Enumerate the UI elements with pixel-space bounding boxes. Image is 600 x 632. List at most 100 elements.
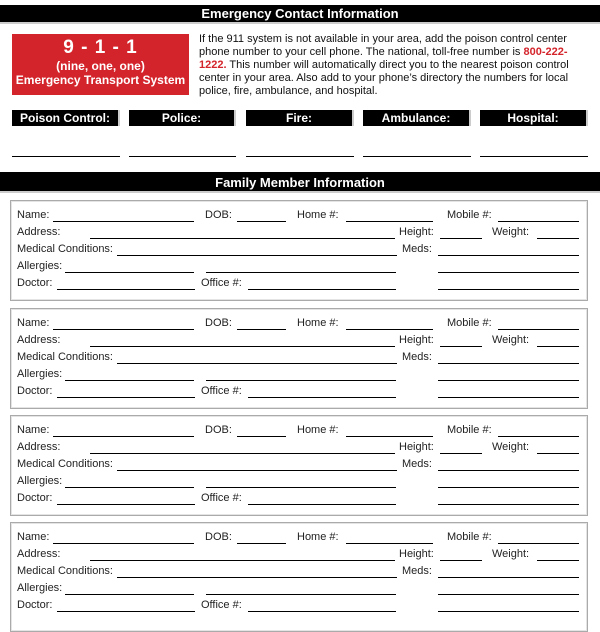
height-field[interactable]	[440, 238, 482, 239]
family-member-card: Name: DOB: Home #: Mobile #: Address: Height:…	[10, 415, 588, 516]
medical-field[interactable]	[117, 255, 397, 256]
allergies-meds-extra-field[interactable]	[438, 594, 579, 595]
emergency-section-header: Emergency Contact Information	[0, 5, 600, 24]
meds-field[interactable]	[438, 255, 579, 256]
allergies-label: Allergies:	[17, 475, 63, 487]
contact-label-fire: Fire:	[246, 110, 354, 126]
doctor-extra-field[interactable]	[438, 504, 579, 505]
weight-label: Weight:	[492, 548, 530, 560]
contact-field-ambulance[interactable]	[363, 156, 471, 157]
badge-number: 9 - 1 - 1	[63, 37, 138, 58]
name-field[interactable]	[53, 436, 194, 437]
height-field[interactable]	[440, 560, 482, 561]
medical-field[interactable]	[117, 577, 397, 578]
meds-field[interactable]	[438, 470, 579, 471]
medical-label: Medical Conditions:	[17, 565, 113, 577]
intro-after: This number will automatically direct yo…	[199, 59, 569, 97]
contact-field-police[interactable]	[129, 156, 236, 157]
allergies-extra-field[interactable]	[206, 594, 396, 595]
contact-field-fire[interactable]	[246, 156, 354, 157]
medical-field[interactable]	[117, 363, 397, 364]
mobile-field[interactable]	[498, 329, 579, 330]
dob-field[interactable]	[237, 436, 286, 437]
dob-label: DOB:	[205, 209, 232, 221]
medical-field[interactable]	[117, 470, 397, 471]
mobile-label: Mobile #:	[447, 317, 492, 329]
dob-label: DOB:	[205, 424, 232, 436]
home-label: Home #:	[297, 317, 339, 329]
home-field[interactable]	[346, 436, 433, 437]
weight-label: Weight:	[492, 441, 530, 453]
weight-label: Weight:	[492, 226, 530, 238]
address-label: Address:	[17, 548, 61, 560]
family-member-card: Name: DOB: Home #: Mobile #: Address: Height:…	[10, 200, 588, 301]
mobile-field[interactable]	[498, 221, 579, 222]
allergies-meds-extra-field[interactable]	[438, 272, 579, 273]
contact-field-hospital[interactable]	[480, 156, 588, 157]
name-field[interactable]	[53, 543, 194, 544]
weight-field[interactable]	[537, 238, 579, 239]
home-label: Home #:	[297, 531, 339, 543]
height-field[interactable]	[440, 346, 482, 347]
name-label: Name:	[17, 317, 50, 329]
home-field[interactable]	[346, 543, 433, 544]
name-field[interactable]	[53, 221, 194, 222]
doctor-extra-field[interactable]	[438, 289, 579, 290]
contact-field-poison-control[interactable]	[12, 156, 120, 157]
mobile-field[interactable]	[498, 436, 579, 437]
name-field[interactable]	[53, 329, 194, 330]
allergies-extra-field[interactable]	[206, 487, 396, 488]
allergies-meds-extra-field[interactable]	[438, 487, 579, 488]
office-field[interactable]	[248, 289, 396, 290]
allergies-extra-field[interactable]	[206, 272, 396, 273]
office-field[interactable]	[248, 397, 396, 398]
office-label: Office #:	[201, 277, 242, 289]
doctor-label: Doctor:	[17, 385, 53, 397]
address-field[interactable]	[90, 453, 395, 454]
weight-field[interactable]	[537, 560, 579, 561]
meds-label: Meds:	[402, 565, 432, 577]
allergies-label: Allergies:	[17, 582, 63, 594]
meds-label: Meds:	[402, 351, 432, 363]
allergies-field[interactable]	[65, 380, 194, 381]
doctor-label: Doctor:	[17, 277, 53, 289]
medical-label: Medical Conditions:	[17, 351, 113, 363]
doctor-field[interactable]	[57, 397, 195, 398]
dob-field[interactable]	[237, 543, 286, 544]
address-field[interactable]	[90, 238, 395, 239]
allergies-field[interactable]	[65, 272, 194, 273]
meds-field[interactable]	[438, 577, 579, 578]
contact-label-poison-control: Poison Control:	[12, 110, 120, 126]
medical-label: Medical Conditions:	[17, 243, 113, 255]
weight-field[interactable]	[537, 346, 579, 347]
height-field[interactable]	[440, 453, 482, 454]
allergies-meds-extra-field[interactable]	[438, 380, 579, 381]
office-label: Office #:	[201, 599, 242, 611]
allergies-extra-field[interactable]	[206, 380, 396, 381]
office-field[interactable]	[248, 611, 396, 612]
doctor-field[interactable]	[57, 611, 195, 612]
weight-field[interactable]	[537, 453, 579, 454]
meds-field[interactable]	[438, 363, 579, 364]
doctor-extra-field[interactable]	[438, 397, 579, 398]
dob-field[interactable]	[237, 329, 286, 330]
mobile-field[interactable]	[498, 543, 579, 544]
home-field[interactable]	[346, 329, 433, 330]
allergies-field[interactable]	[65, 594, 194, 595]
doctor-field[interactable]	[57, 289, 195, 290]
dob-field[interactable]	[237, 221, 286, 222]
doctor-label: Doctor:	[17, 599, 53, 611]
office-field[interactable]	[248, 504, 396, 505]
home-field[interactable]	[346, 221, 433, 222]
address-field[interactable]	[90, 560, 395, 561]
doctor-extra-field[interactable]	[438, 611, 579, 612]
contact-label-hospital: Hospital:	[480, 110, 588, 126]
address-field[interactable]	[90, 346, 395, 347]
contact-label-police: Police:	[129, 110, 236, 126]
allergies-field[interactable]	[65, 487, 194, 488]
meds-label: Meds:	[402, 243, 432, 255]
height-label: Height:	[399, 334, 434, 346]
doctor-field[interactable]	[57, 504, 195, 505]
allergies-label: Allergies:	[17, 368, 63, 380]
home-label: Home #:	[297, 424, 339, 436]
